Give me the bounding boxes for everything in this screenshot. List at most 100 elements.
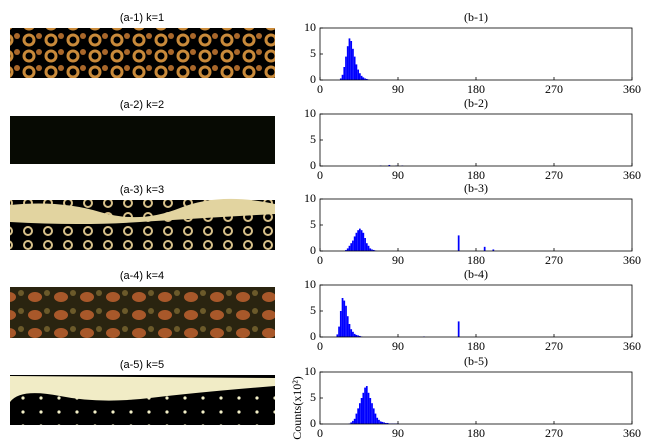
y-tick-label: 0: [310, 72, 316, 86]
bar: [357, 408, 359, 424]
image: [10, 116, 275, 164]
bar: [353, 236, 356, 251]
bar: [341, 74, 344, 80]
y-tick-label: 5: [310, 217, 316, 231]
bar: [343, 67, 346, 80]
bar: [352, 420, 354, 424]
y-tick-label: 0: [310, 329, 316, 343]
bar: [362, 232, 365, 251]
image: [10, 287, 275, 338]
bar: [367, 392, 370, 424]
bar: [355, 64, 358, 80]
x-tick-label: 270: [545, 168, 563, 182]
bar: [367, 245, 370, 251]
bar: [364, 238, 366, 251]
x-tick-label: 360: [623, 168, 641, 182]
bar: [353, 418, 356, 424]
bar: [359, 73, 361, 80]
bar: [457, 321, 460, 337]
x-tick-label: 360: [623, 339, 641, 353]
chart-title: (b-4): [464, 267, 488, 281]
image-caption: (a-1) k=1: [120, 12, 164, 24]
image-caption: (a-2) k=2: [120, 99, 164, 111]
bar: [350, 422, 353, 424]
bar: [360, 398, 363, 424]
plot-frame: [319, 27, 633, 81]
y-tick-label: 0: [310, 158, 316, 172]
bar: [359, 335, 361, 337]
bar: [346, 316, 349, 337]
images: [10, 28, 275, 425]
x-tick-label: 0: [317, 339, 323, 353]
bar: [492, 249, 495, 251]
bar: [364, 387, 366, 424]
y-tick-label: 0: [310, 243, 316, 257]
chart-title: (b-5): [464, 354, 488, 368]
bar: [343, 300, 346, 337]
bar: [348, 245, 351, 251]
bar: [346, 248, 349, 251]
bar: [381, 421, 384, 424]
y-tick-label: 10: [304, 364, 316, 378]
image: [10, 28, 275, 78]
image-caption: (a-4) k=4: [120, 270, 164, 282]
bar: [357, 69, 359, 80]
y-tick-label: 5: [310, 303, 316, 317]
bar: [359, 228, 361, 251]
bar: [341, 298, 344, 337]
y-tick-label: 0: [310, 416, 316, 430]
x-tick-label: 270: [545, 426, 563, 440]
bar: [365, 78, 368, 80]
bar: [383, 422, 385, 424]
bar: [350, 329, 353, 337]
bar: [355, 232, 358, 251]
x-tick-label: 270: [545, 82, 563, 96]
bar: [360, 230, 363, 251]
bar: [350, 243, 353, 251]
bar: [357, 335, 359, 337]
bar: [355, 334, 358, 337]
image-band: [10, 198, 275, 224]
bar: [386, 422, 389, 424]
y-tick-label: 10: [304, 20, 316, 34]
bar: [348, 324, 351, 337]
bar: [350, 41, 353, 80]
bar: [372, 408, 375, 424]
bar: [353, 56, 356, 80]
x-tick-label: 180: [467, 253, 485, 267]
x-tick-label: 0: [317, 253, 323, 267]
bar: [378, 419, 380, 424]
bar: [345, 56, 347, 80]
x-tick-label: 360: [623, 253, 641, 267]
x-tick-label: 180: [467, 82, 485, 96]
plot-frame: [319, 113, 633, 167]
bar: [346, 46, 349, 80]
x-tick-label: 90: [392, 426, 404, 440]
bar: [379, 421, 382, 424]
y-tick-label: 10: [304, 191, 316, 205]
bar: [362, 392, 365, 424]
x-tick-label: 360: [623, 426, 641, 440]
bar: [339, 311, 342, 337]
x-tick-label: 180: [467, 339, 485, 353]
bar: [357, 230, 359, 251]
bar: [374, 413, 377, 424]
x-tick-label: 90: [392, 253, 404, 267]
chart-title: (b-1): [464, 10, 488, 24]
bar: [359, 403, 361, 424]
x-tick-label: 0: [317, 82, 323, 96]
x-tick-label: 90: [392, 82, 404, 96]
y-tick-label: 5: [310, 132, 316, 146]
bar: [353, 333, 356, 337]
bar: [345, 305, 347, 337]
bar: [369, 398, 372, 424]
image-caption: (a-5) k=5: [120, 359, 164, 371]
bar: [352, 331, 354, 337]
y-tick-label: 10: [304, 277, 316, 291]
bar: [483, 246, 486, 251]
y-tick-label: 5: [310, 390, 316, 404]
bar: [360, 75, 363, 80]
chart-title: (b-2): [464, 96, 488, 110]
